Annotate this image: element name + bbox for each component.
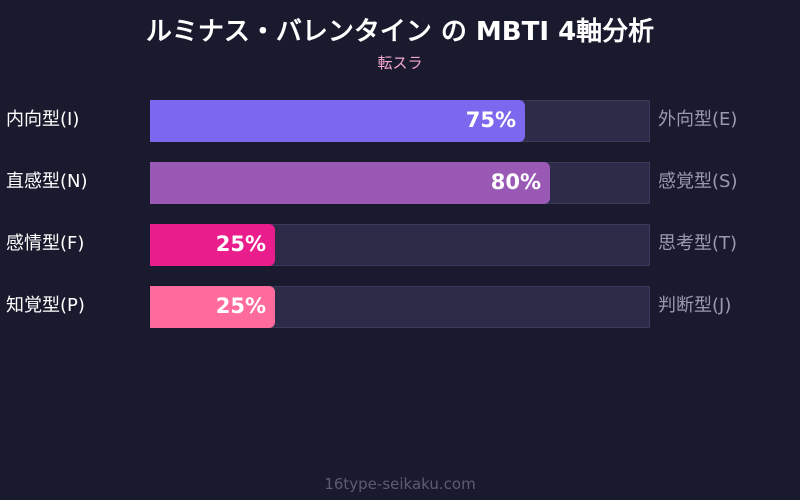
bar-row: 感情型(F) 25% 思考型(T) bbox=[0, 224, 800, 268]
bar-fill bbox=[150, 162, 550, 204]
bar-fill bbox=[150, 100, 525, 142]
footer-site: 16type-seikaku.com bbox=[324, 475, 476, 493]
bar-fill bbox=[150, 286, 275, 328]
right-axis-label: 感覚型(S) bbox=[658, 171, 738, 192]
bar-value-label: 25% bbox=[215, 294, 266, 318]
right-axis-label: 思考型(T) bbox=[658, 233, 738, 254]
left-axis-label: 感情型(F) bbox=[6, 233, 85, 254]
left-axis-label: 内向型(I) bbox=[6, 109, 80, 130]
bar-row: 内向型(I) 75% 外向型(E) bbox=[0, 100, 800, 144]
bar-row: 直感型(N) 80% 感覚型(S) bbox=[0, 162, 800, 206]
chart-title: ルミナス・バレンタイン の MBTI 4軸分析 bbox=[145, 17, 655, 47]
right-axis-label: 外向型(E) bbox=[658, 109, 738, 130]
left-axis-label: 知覚型(P) bbox=[6, 295, 85, 316]
chart-subtitle: 転スラ bbox=[377, 54, 423, 72]
right-axis-label: 判断型(J) bbox=[658, 295, 732, 316]
bar-fill bbox=[150, 224, 275, 266]
bar-value-label: 80% bbox=[490, 170, 541, 194]
bar-row: 知覚型(P) 25% 判断型(J) bbox=[0, 286, 800, 330]
bar-value-label: 25% bbox=[215, 232, 266, 256]
left-axis-label: 直感型(N) bbox=[6, 171, 88, 192]
bar-value-label: 75% bbox=[465, 108, 516, 132]
